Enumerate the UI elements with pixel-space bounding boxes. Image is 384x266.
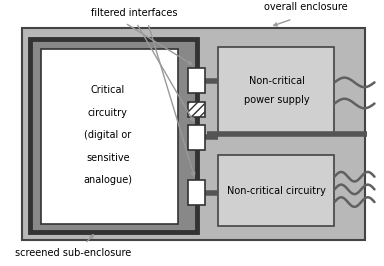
Bar bbox=[188, 68, 205, 93]
Text: filtered interfaces: filtered interfaces bbox=[91, 8, 178, 18]
Text: power supply: power supply bbox=[244, 94, 310, 105]
Bar bbox=[22, 28, 365, 240]
Text: (digital or: (digital or bbox=[84, 130, 131, 140]
Text: overall enclosure: overall enclosure bbox=[264, 2, 348, 13]
Bar bbox=[30, 39, 197, 232]
Text: sensitive: sensitive bbox=[86, 153, 130, 163]
Bar bbox=[188, 102, 205, 117]
Text: Critical: Critical bbox=[91, 85, 125, 95]
Text: screened sub-enclosure: screened sub-enclosure bbox=[15, 248, 132, 258]
Text: Non-critical circuitry: Non-critical circuitry bbox=[227, 186, 326, 196]
Text: Non-critical: Non-critical bbox=[248, 76, 305, 86]
Bar bbox=[218, 155, 334, 226]
Bar bbox=[218, 47, 334, 134]
Bar bbox=[188, 125, 205, 150]
Text: analogue): analogue) bbox=[83, 175, 132, 185]
Text: circuitry: circuitry bbox=[88, 108, 128, 118]
Bar bbox=[188, 180, 205, 205]
Bar bbox=[41, 49, 178, 224]
